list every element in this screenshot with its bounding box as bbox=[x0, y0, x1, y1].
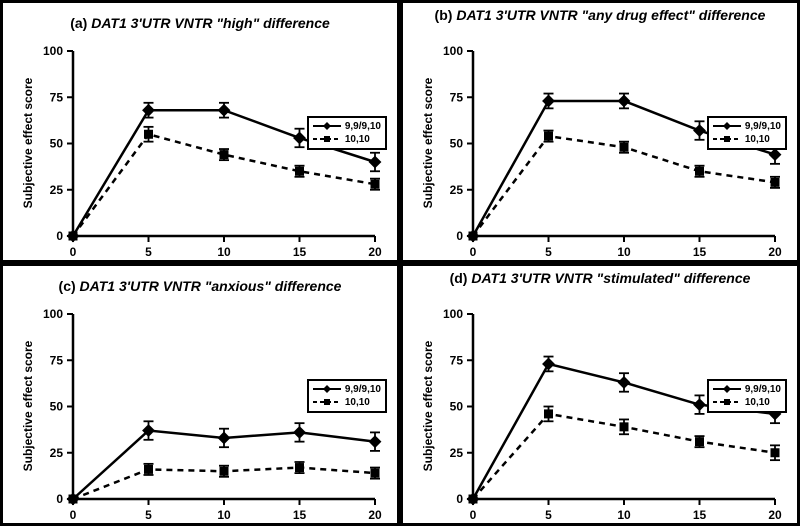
svg-text:0: 0 bbox=[70, 245, 77, 259]
svg-text:20: 20 bbox=[368, 245, 382, 259]
diamond-icon bbox=[713, 384, 741, 394]
legend: 9,9/9,1010,10 bbox=[707, 116, 787, 150]
legend-label: 9,9/9,10 bbox=[345, 120, 381, 133]
legend: 9,9/9,1010,10 bbox=[307, 379, 387, 413]
svg-text:25: 25 bbox=[50, 183, 64, 197]
svg-text:20: 20 bbox=[768, 508, 782, 522]
svg-text:50: 50 bbox=[50, 400, 64, 414]
legend-item: 10,10 bbox=[713, 396, 781, 409]
chart-panel-d: (d) DAT1 3'UTR VNTR "stimulated" differe… bbox=[400, 263, 800, 526]
square-icon bbox=[313, 134, 341, 144]
legend-item: 10,10 bbox=[713, 133, 781, 146]
square-icon bbox=[713, 397, 741, 407]
svg-text:10: 10 bbox=[617, 508, 631, 522]
legend-label: 10,10 bbox=[745, 396, 770, 409]
legend-item: 9,9/9,10 bbox=[713, 120, 781, 133]
svg-text:5: 5 bbox=[145, 245, 152, 259]
svg-text:0: 0 bbox=[56, 492, 63, 506]
chart-panel-c: (c) DAT1 3'UTR VNTR "anxious" difference… bbox=[0, 263, 400, 526]
legend-label: 10,10 bbox=[745, 133, 770, 146]
svg-text:10: 10 bbox=[217, 508, 231, 522]
legend-label: 9,9/9,10 bbox=[745, 383, 781, 396]
svg-text:15: 15 bbox=[293, 245, 307, 259]
legend-item: 9,9/9,10 bbox=[713, 383, 781, 396]
svg-text:5: 5 bbox=[545, 508, 552, 522]
svg-text:75: 75 bbox=[50, 353, 64, 367]
legend-label: 10,10 bbox=[345, 396, 370, 409]
legend-label: 9,9/9,10 bbox=[345, 383, 381, 396]
svg-text:0: 0 bbox=[470, 245, 477, 259]
svg-text:75: 75 bbox=[450, 353, 464, 367]
figure-grid: (a) DAT1 3'UTR VNTR "high" differenceSub… bbox=[0, 0, 800, 526]
svg-text:20: 20 bbox=[368, 508, 382, 522]
svg-text:75: 75 bbox=[450, 90, 464, 104]
chart-panel-b: (b) DAT1 3'UTR VNTR "any drug effect" di… bbox=[400, 0, 800, 263]
square-icon bbox=[313, 397, 341, 407]
svg-text:100: 100 bbox=[43, 307, 63, 321]
legend-item: 10,10 bbox=[313, 133, 381, 146]
svg-text:0: 0 bbox=[70, 508, 77, 522]
svg-text:0: 0 bbox=[456, 492, 463, 506]
diamond-icon bbox=[713, 121, 741, 131]
svg-text:20: 20 bbox=[768, 245, 782, 259]
legend-item: 9,9/9,10 bbox=[313, 120, 381, 133]
svg-text:0: 0 bbox=[56, 229, 63, 243]
legend-label: 10,10 bbox=[345, 133, 370, 146]
svg-text:15: 15 bbox=[693, 508, 707, 522]
svg-text:0: 0 bbox=[470, 508, 477, 522]
svg-text:50: 50 bbox=[450, 137, 464, 151]
svg-text:15: 15 bbox=[693, 245, 707, 259]
svg-text:25: 25 bbox=[450, 446, 464, 460]
diamond-icon bbox=[313, 384, 341, 394]
svg-text:0: 0 bbox=[456, 229, 463, 243]
legend-label: 9,9/9,10 bbox=[745, 120, 781, 133]
legend-item: 10,10 bbox=[313, 396, 381, 409]
svg-text:5: 5 bbox=[145, 508, 152, 522]
svg-text:100: 100 bbox=[43, 44, 63, 58]
legend-item: 9,9/9,10 bbox=[313, 383, 381, 396]
chart-panel-a: (a) DAT1 3'UTR VNTR "high" differenceSub… bbox=[0, 0, 400, 263]
svg-text:50: 50 bbox=[50, 137, 64, 151]
square-icon bbox=[713, 134, 741, 144]
diamond-icon bbox=[313, 121, 341, 131]
svg-text:25: 25 bbox=[450, 183, 464, 197]
svg-text:10: 10 bbox=[217, 245, 231, 259]
svg-text:5: 5 bbox=[545, 245, 552, 259]
svg-text:50: 50 bbox=[450, 400, 464, 414]
svg-text:75: 75 bbox=[50, 90, 64, 104]
svg-text:25: 25 bbox=[50, 446, 64, 460]
legend: 9,9/9,1010,10 bbox=[707, 379, 787, 413]
svg-text:10: 10 bbox=[617, 245, 631, 259]
svg-text:100: 100 bbox=[443, 307, 463, 321]
svg-text:15: 15 bbox=[293, 508, 307, 522]
legend: 9,9/9,1010,10 bbox=[307, 116, 387, 150]
svg-text:100: 100 bbox=[443, 44, 463, 58]
